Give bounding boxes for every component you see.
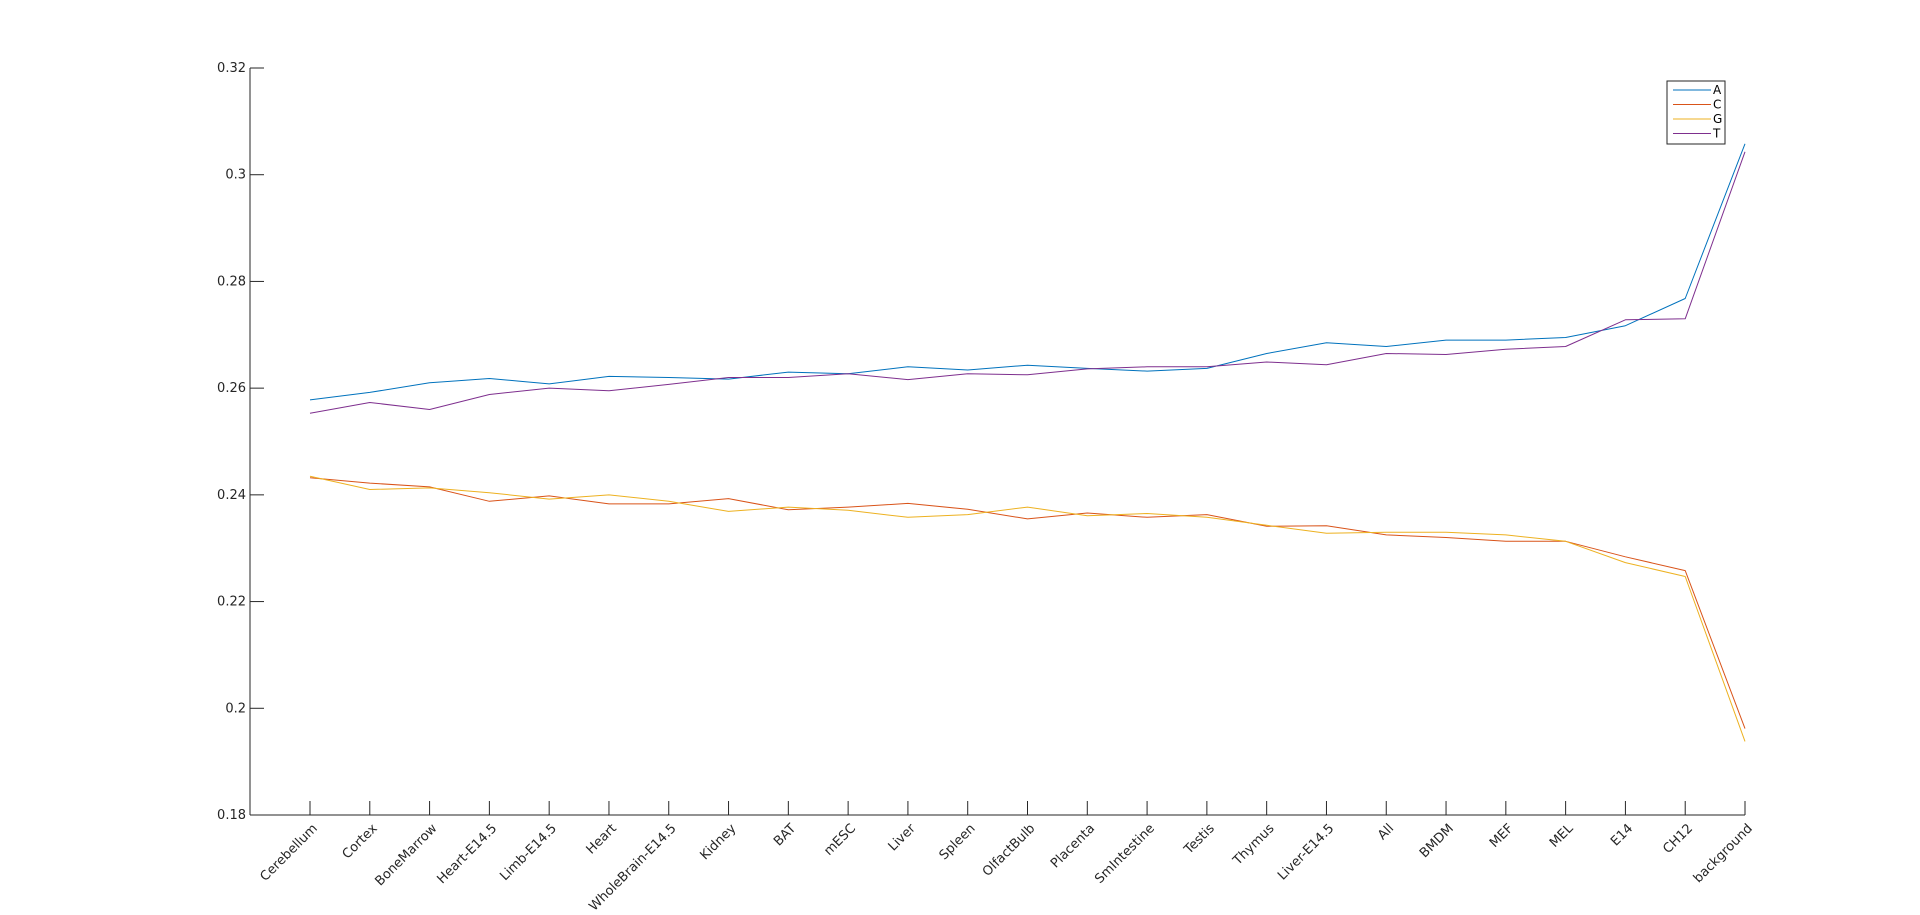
x-tick-label: SmIntestine	[1092, 821, 1158, 887]
x-tick-label: CH12	[1660, 821, 1696, 857]
x-axis-ticks: Cerebellum CortexBoneMarrowHeart-E14.5Lim…	[258, 801, 1756, 914]
legend-label-G: G	[1713, 112, 1722, 126]
x-tick-label: Cortex	[340, 821, 381, 862]
x-tick-label: Cerebellum	[258, 821, 321, 884]
x-tick-label: Liver	[886, 821, 920, 855]
series-line-A	[309, 143, 1746, 401]
y-tick-label: 0.18	[217, 808, 246, 823]
x-tick-label: Testis	[1181, 821, 1218, 858]
x-tick-label: Thymus	[1230, 821, 1278, 869]
y-tick-label: 0.3	[225, 168, 246, 183]
y-tick-label: 0.26	[217, 381, 246, 396]
legend-label-A: A	[1713, 83, 1722, 97]
chart-axes	[249, 68, 1745, 816]
y-tick-label: 0.32	[217, 61, 246, 76]
series-line-C	[309, 477, 1746, 729]
y-tick-label: 0.22	[217, 595, 246, 610]
legend-label-T: T	[1712, 127, 1721, 141]
x-tick-label: BMDM	[1417, 821, 1457, 861]
plot-area	[309, 143, 1746, 742]
x-tick-label: MEF	[1487, 821, 1517, 851]
x-tick-label: mESC	[821, 821, 859, 859]
x-tick-label: background	[1691, 821, 1756, 886]
x-tick-label: Heart	[584, 821, 620, 857]
x-tick-label: Liver-E14.5	[1275, 821, 1337, 883]
x-tick-label: BAT	[771, 821, 799, 849]
x-tick-label: Spleen	[937, 821, 979, 863]
x-tick-label: Limb-E14.5	[497, 821, 560, 884]
legend-label-C: C	[1713, 98, 1721, 112]
x-tick-label: Kidney	[697, 821, 739, 863]
x-tick-label: All	[1375, 821, 1397, 843]
y-tick-label: 0.24	[217, 488, 246, 503]
x-tick-label: Placenta	[1048, 821, 1098, 871]
series-line-T	[309, 151, 1746, 414]
x-tick-label: Heart-E14.5	[434, 821, 500, 887]
x-tick-label: MEL	[1547, 821, 1577, 851]
y-tick-label: 0.28	[217, 274, 246, 289]
series-line-G	[309, 475, 1746, 742]
x-tick-label: E14	[1608, 821, 1636, 849]
y-tick-label: 0.2	[225, 701, 246, 716]
y-axis-ticks: 0.18 0.2 0.22 0.24 0.26 0.28 0.3 0.32	[217, 61, 264, 823]
x-tick-label: OlfactBulb	[980, 821, 1038, 879]
x-tick-label: BoneMarrow	[372, 821, 440, 889]
